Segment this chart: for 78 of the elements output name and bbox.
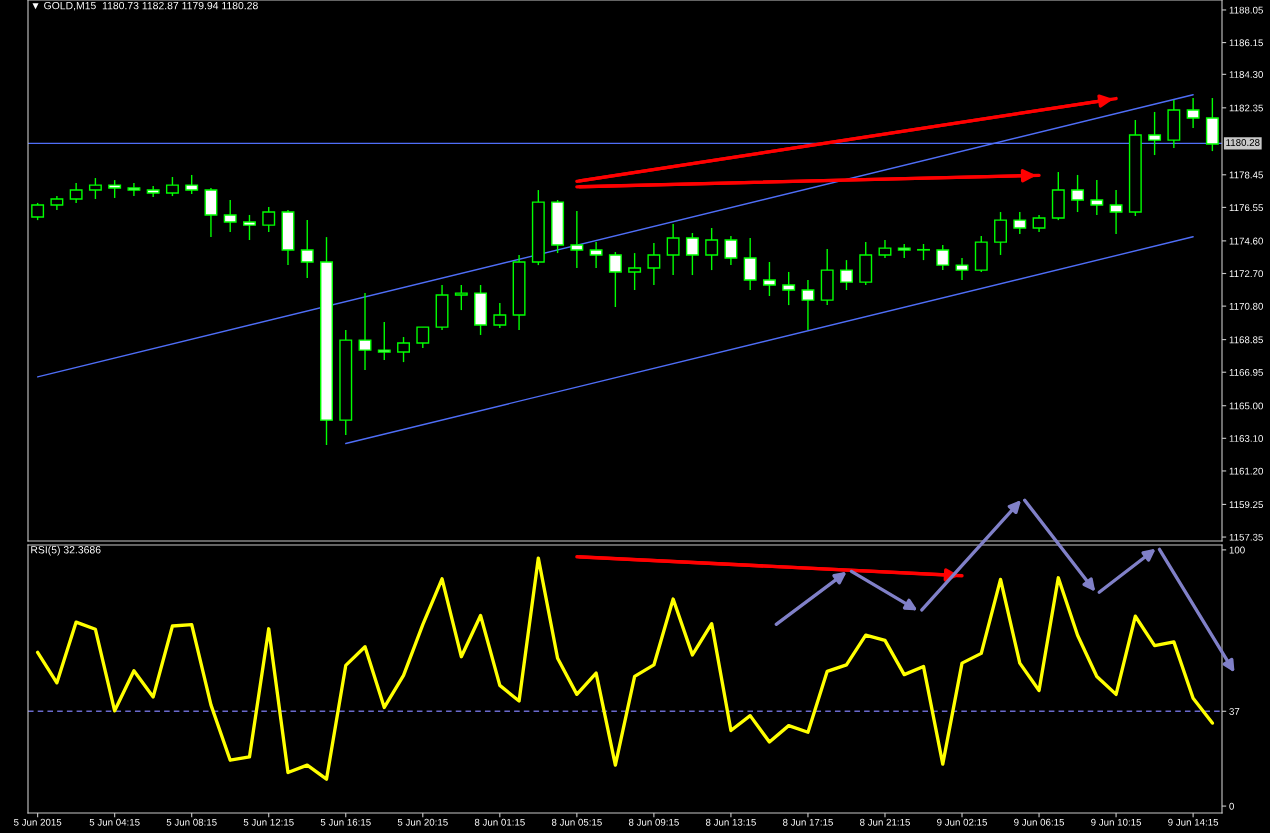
y-tick-label: 100 (1229, 546, 1245, 554)
chart-title: ▼ GOLD,M15 1180.73 1182.87 1179.94 1180.28 (32, 1, 258, 11)
candlestick (377, 321, 391, 361)
x-tick-label: 5 Jun 16:15 (320, 818, 371, 826)
y-tick-label: 1157.35 (1229, 533, 1263, 541)
candlestick (1109, 189, 1123, 235)
y-tick-label: 37 (1229, 708, 1240, 715)
x-tick-label: 8 Jun 17:15 (782, 818, 833, 826)
candlestick (685, 232, 699, 276)
y-tick-label: 1174.60 (1229, 237, 1263, 245)
y-tick-label: 1176.55 (1229, 204, 1263, 212)
x-tick-label: 9 Jun 14:15 (1168, 818, 1219, 826)
candlestick (666, 223, 680, 276)
y-tick-label: 1186.15 (1229, 39, 1263, 47)
candlestick (1090, 179, 1104, 216)
x-tick-label: 9 Jun 06:15 (1014, 818, 1065, 826)
x-tick-label: 8 Jun 01:15 (474, 818, 525, 826)
candlestick (416, 326, 430, 349)
y-tick-label: 1163.10 (1229, 435, 1263, 442)
candlestick (493, 302, 507, 329)
line-series (35, 556, 1215, 781)
candlestick (762, 261, 776, 297)
candlestick (1186, 97, 1200, 129)
candlestick (801, 279, 815, 331)
x-tick-label: 8 Jun 13:15 (705, 818, 756, 826)
candlestick (878, 239, 892, 259)
y-tick-label: 1159.25 (1229, 501, 1263, 509)
x-tick-label: 9 Jun 10:15 (1091, 818, 1142, 826)
candlestick (1071, 174, 1085, 213)
candlestick (628, 252, 642, 291)
candlestick (223, 199, 237, 233)
candlestick (88, 177, 102, 200)
candlestick (705, 227, 719, 271)
x-tick-label: 5 Jun 20:15 (397, 818, 448, 826)
x-tick-label: 8 Jun 05:15 (551, 818, 602, 826)
x-tick-label: 8 Jun 09:15 (628, 818, 679, 826)
x-tick-label: 8 Jun 21:15 (860, 818, 910, 826)
candlestick (743, 237, 757, 291)
x-tick-label: 9 Jun 02:15 (937, 818, 988, 826)
y-tick-label: 1168.85 (1229, 336, 1263, 344)
candlestick (1148, 111, 1162, 156)
candlestick (300, 219, 314, 279)
candlestick (589, 241, 603, 269)
x-tick-label: 5 Jun 04:15 (89, 818, 140, 826)
candlestick (397, 336, 411, 363)
y-tick-label: 1182.35 (1229, 104, 1263, 112)
x-tick-label: 5 Jun 2015 (13, 818, 62, 826)
y-tick-label: 1178.45 (1229, 171, 1263, 179)
candlestick (647, 242, 661, 286)
ref-line-label: 1180.28 (1226, 139, 1260, 146)
candlestick (69, 182, 83, 204)
y-tick-label: 1172.70 (1229, 270, 1263, 278)
candlestick (955, 257, 969, 281)
candlestick (724, 235, 738, 266)
candlestick (782, 271, 796, 306)
y-tick-label: 0 (1229, 802, 1234, 810)
candlestick (839, 259, 853, 291)
y-tick-label: 1165.00 (1229, 402, 1263, 410)
candlestick (608, 251, 622, 308)
x-tick-label: 5 Jun 12:15 (243, 818, 294, 826)
y-tick-label: 1170.80 (1229, 302, 1263, 310)
candlestick (165, 176, 179, 197)
y-tick-label: 1161.20 (1229, 467, 1263, 475)
candlestick (358, 292, 372, 371)
y-tick-label: 1188.05 (1229, 6, 1263, 14)
candlestick (1013, 211, 1027, 235)
y-tick-label: 1184.30 (1229, 71, 1263, 78)
candlestick (242, 214, 256, 241)
candlestick (936, 244, 950, 271)
chart-title: RSI(5) 32.3686 (31, 545, 101, 556)
y-tick-label: 1166.95 (1229, 368, 1263, 376)
x-tick-label: 5 Jun 08:15 (166, 818, 217, 826)
candlestick (454, 284, 468, 311)
candlestick (262, 206, 276, 233)
candlestick (185, 174, 199, 195)
candlestick (570, 210, 584, 269)
candlestick (994, 211, 1008, 256)
candlestick (127, 182, 141, 197)
